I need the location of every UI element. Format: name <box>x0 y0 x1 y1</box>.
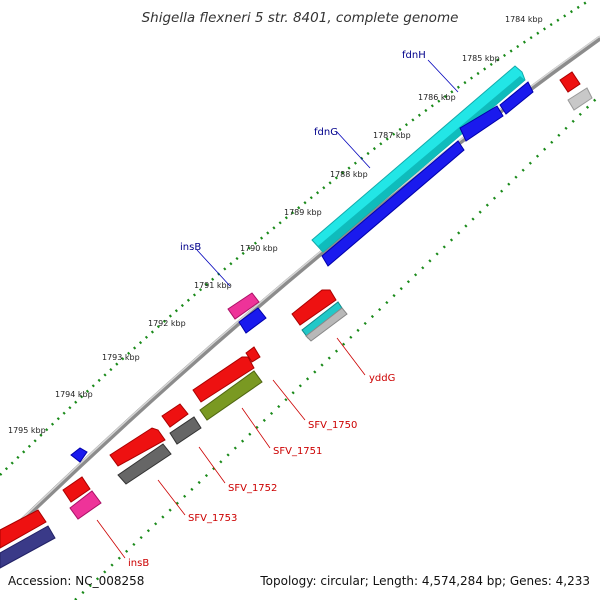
reverse-genes <box>0 289 348 569</box>
gene-fdnG-blue[interactable] <box>459 105 504 142</box>
label-insB-reverse[interactable]: insB <box>128 558 149 569</box>
genome-summary-text: Topology: circular; Length: 4,574,284 bp… <box>260 574 590 588</box>
gene-red-small-b[interactable] <box>161 403 189 428</box>
label-SFV_1750[interactable]: SFV_1750 <box>308 420 357 431</box>
reverse-labels: yddG SFV_1750 SFV_1751 SFV_1752 SFV_1753… <box>128 373 395 569</box>
map-title: Shigella flexneri 5 str. 8401, complete … <box>141 10 459 26</box>
tick-label: 1786 kbp <box>418 93 456 102</box>
outer-dotted-ring <box>0 0 591 476</box>
gene-insB-forward[interactable] <box>227 292 260 320</box>
gene-red-topright[interactable] <box>559 71 581 93</box>
label-SFV_1752[interactable]: SFV_1752 <box>228 483 277 494</box>
label-yddG[interactable]: yddG <box>369 373 395 384</box>
gene-red-mid[interactable] <box>62 476 91 503</box>
tick-label: 1792 kbp <box>148 319 186 328</box>
gene-fdnH[interactable] <box>311 65 526 253</box>
reverse-leaders <box>96 337 366 559</box>
gene-grey-topright[interactable] <box>567 87 593 111</box>
gene-yddG-red[interactable] <box>291 289 337 326</box>
gene-yddG-grey[interactable] <box>305 307 348 342</box>
gene-red-left[interactable] <box>0 509 47 549</box>
gene-red-long[interactable] <box>109 427 166 467</box>
label-SFV_1751[interactable]: SFV_1751 <box>273 446 322 457</box>
genome-backbone-highlight <box>0 35 600 541</box>
label-insB-forward[interactable]: insB <box>180 242 201 253</box>
tick-label: 1795 kbp <box>8 426 46 435</box>
genome-backbone <box>0 35 600 544</box>
tick-label: 1794 kbp <box>55 390 93 399</box>
gene-blue-small[interactable] <box>238 307 267 334</box>
forward-leaders <box>196 59 459 287</box>
tick-label: 1787 kbp <box>373 131 411 140</box>
inner-dotted-ring <box>74 94 600 600</box>
gene-SFV_1753[interactable] <box>117 443 172 485</box>
tick-label: 1784 kbp <box>505 15 543 24</box>
tick-label: 1785 kbp <box>462 54 500 63</box>
tick-label: 1789 kbp <box>284 208 322 217</box>
gene-fdnI[interactable] <box>499 81 534 115</box>
gene-blue-long[interactable] <box>321 140 465 267</box>
gene-SFV_1752[interactable] <box>169 416 202 445</box>
forward-labels: fdnH fdnG insB <box>180 50 426 253</box>
gene-navy-left[interactable] <box>0 525 56 569</box>
label-fdnH[interactable]: fdnH <box>402 50 426 61</box>
label-fdnG[interactable]: fdnG <box>314 127 338 138</box>
gene-SFV_1751[interactable] <box>199 370 263 421</box>
gene-SFV_1750[interactable] <box>192 356 255 403</box>
forward-genes <box>70 65 593 463</box>
gene-fdnG-shade <box>318 76 525 252</box>
gene-red-small-a[interactable] <box>245 346 261 363</box>
tick-label: 1791 kbp <box>194 281 232 290</box>
label-SFV_1753[interactable]: SFV_1753 <box>188 513 237 524</box>
accession-text: Accession: NC_008258 <box>8 574 145 588</box>
tick-labels: 1784 kbp 1785 kbp 1786 kbp 1787 kbp 1788… <box>8 15 543 435</box>
tick-label: 1790 kbp <box>240 244 278 253</box>
tick-label: 1788 kbp <box>330 170 368 179</box>
gene-blue-tiny[interactable] <box>70 447 88 463</box>
tick-label: 1793 kbp <box>102 353 140 362</box>
gene-insB-reverse[interactable] <box>69 490 102 520</box>
